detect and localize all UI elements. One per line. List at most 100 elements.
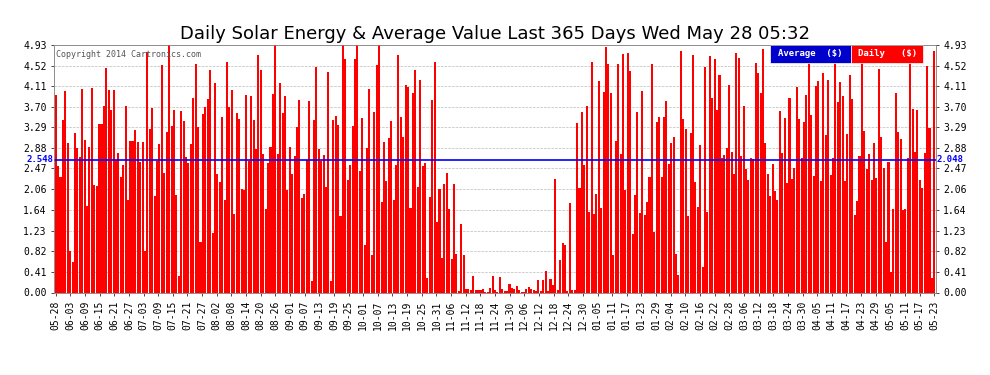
Bar xyxy=(648,177,650,292)
Bar xyxy=(212,233,214,292)
Bar xyxy=(407,87,409,292)
Bar xyxy=(934,51,936,292)
Bar xyxy=(858,156,860,292)
Bar xyxy=(165,132,167,292)
Bar xyxy=(808,57,810,292)
Bar xyxy=(897,132,899,292)
Text: Average  ($): Average ($) xyxy=(778,50,842,58)
Bar xyxy=(766,174,769,292)
Bar xyxy=(622,54,624,292)
Bar xyxy=(825,135,827,292)
Bar xyxy=(96,186,98,292)
Bar xyxy=(658,117,660,292)
Bar xyxy=(769,196,771,292)
Bar xyxy=(330,281,332,292)
Bar xyxy=(231,90,233,292)
Bar xyxy=(655,122,657,292)
Bar xyxy=(793,168,795,292)
Bar xyxy=(153,196,155,292)
Bar xyxy=(195,64,197,292)
Bar xyxy=(57,166,59,292)
Bar xyxy=(446,173,447,292)
Bar xyxy=(919,180,921,292)
Bar xyxy=(759,93,761,292)
Bar xyxy=(774,191,776,292)
Bar xyxy=(337,126,340,292)
Bar xyxy=(665,101,667,292)
Bar xyxy=(59,177,61,292)
Bar xyxy=(786,183,788,292)
Bar xyxy=(668,164,670,292)
Bar xyxy=(830,175,832,292)
Bar xyxy=(226,62,228,292)
Bar xyxy=(378,45,380,292)
Bar xyxy=(576,123,578,292)
Bar xyxy=(538,280,540,292)
Bar xyxy=(120,177,122,292)
Bar xyxy=(436,222,439,292)
Bar xyxy=(745,169,747,292)
Bar xyxy=(342,45,344,292)
Bar xyxy=(412,93,414,292)
Bar xyxy=(535,291,537,292)
Bar xyxy=(931,278,933,292)
Bar xyxy=(566,291,568,292)
Bar xyxy=(762,49,764,292)
Bar xyxy=(741,156,742,292)
Bar xyxy=(586,106,588,292)
Bar xyxy=(101,124,103,292)
Bar xyxy=(277,154,279,292)
Bar xyxy=(861,52,863,292)
Bar xyxy=(209,70,211,292)
Bar xyxy=(168,45,170,292)
Bar xyxy=(642,91,644,292)
Bar xyxy=(610,93,612,292)
Bar xyxy=(823,74,825,292)
Bar xyxy=(190,144,192,292)
Bar xyxy=(842,96,843,292)
Bar xyxy=(504,291,506,292)
Bar xyxy=(455,254,457,292)
Bar xyxy=(88,147,90,292)
Bar xyxy=(252,120,254,292)
Bar xyxy=(875,178,877,292)
Bar xyxy=(810,115,812,292)
Bar xyxy=(709,56,711,292)
Bar xyxy=(390,121,392,292)
Bar xyxy=(578,188,580,292)
Bar xyxy=(236,113,238,292)
Bar xyxy=(457,291,459,292)
Bar xyxy=(677,275,679,292)
Bar xyxy=(291,174,293,292)
Bar xyxy=(306,160,308,292)
Bar xyxy=(238,119,241,292)
Bar xyxy=(608,64,610,292)
Bar xyxy=(796,87,798,292)
Bar xyxy=(781,153,783,292)
Title: Daily Solar Energy & Average Value Last 365 Days Wed May 28 05:32: Daily Solar Energy & Average Value Last … xyxy=(180,26,810,44)
Bar xyxy=(417,188,419,292)
Bar xyxy=(163,172,165,292)
Bar xyxy=(840,82,842,292)
Bar xyxy=(351,126,353,292)
Bar xyxy=(148,129,150,292)
Bar xyxy=(776,200,778,292)
Bar xyxy=(764,143,766,292)
Bar xyxy=(284,96,286,292)
Bar xyxy=(646,201,648,292)
Bar xyxy=(385,181,387,292)
Bar xyxy=(492,276,494,292)
Bar xyxy=(605,47,607,292)
Bar xyxy=(160,65,163,292)
Bar xyxy=(820,182,822,292)
Bar xyxy=(427,278,429,292)
Bar xyxy=(699,146,701,292)
Bar xyxy=(851,99,853,292)
Bar xyxy=(865,169,868,292)
Bar xyxy=(250,96,252,292)
Bar xyxy=(467,289,469,292)
Bar xyxy=(900,139,902,292)
Bar xyxy=(103,106,105,292)
Bar xyxy=(632,234,634,292)
Bar xyxy=(221,117,224,292)
